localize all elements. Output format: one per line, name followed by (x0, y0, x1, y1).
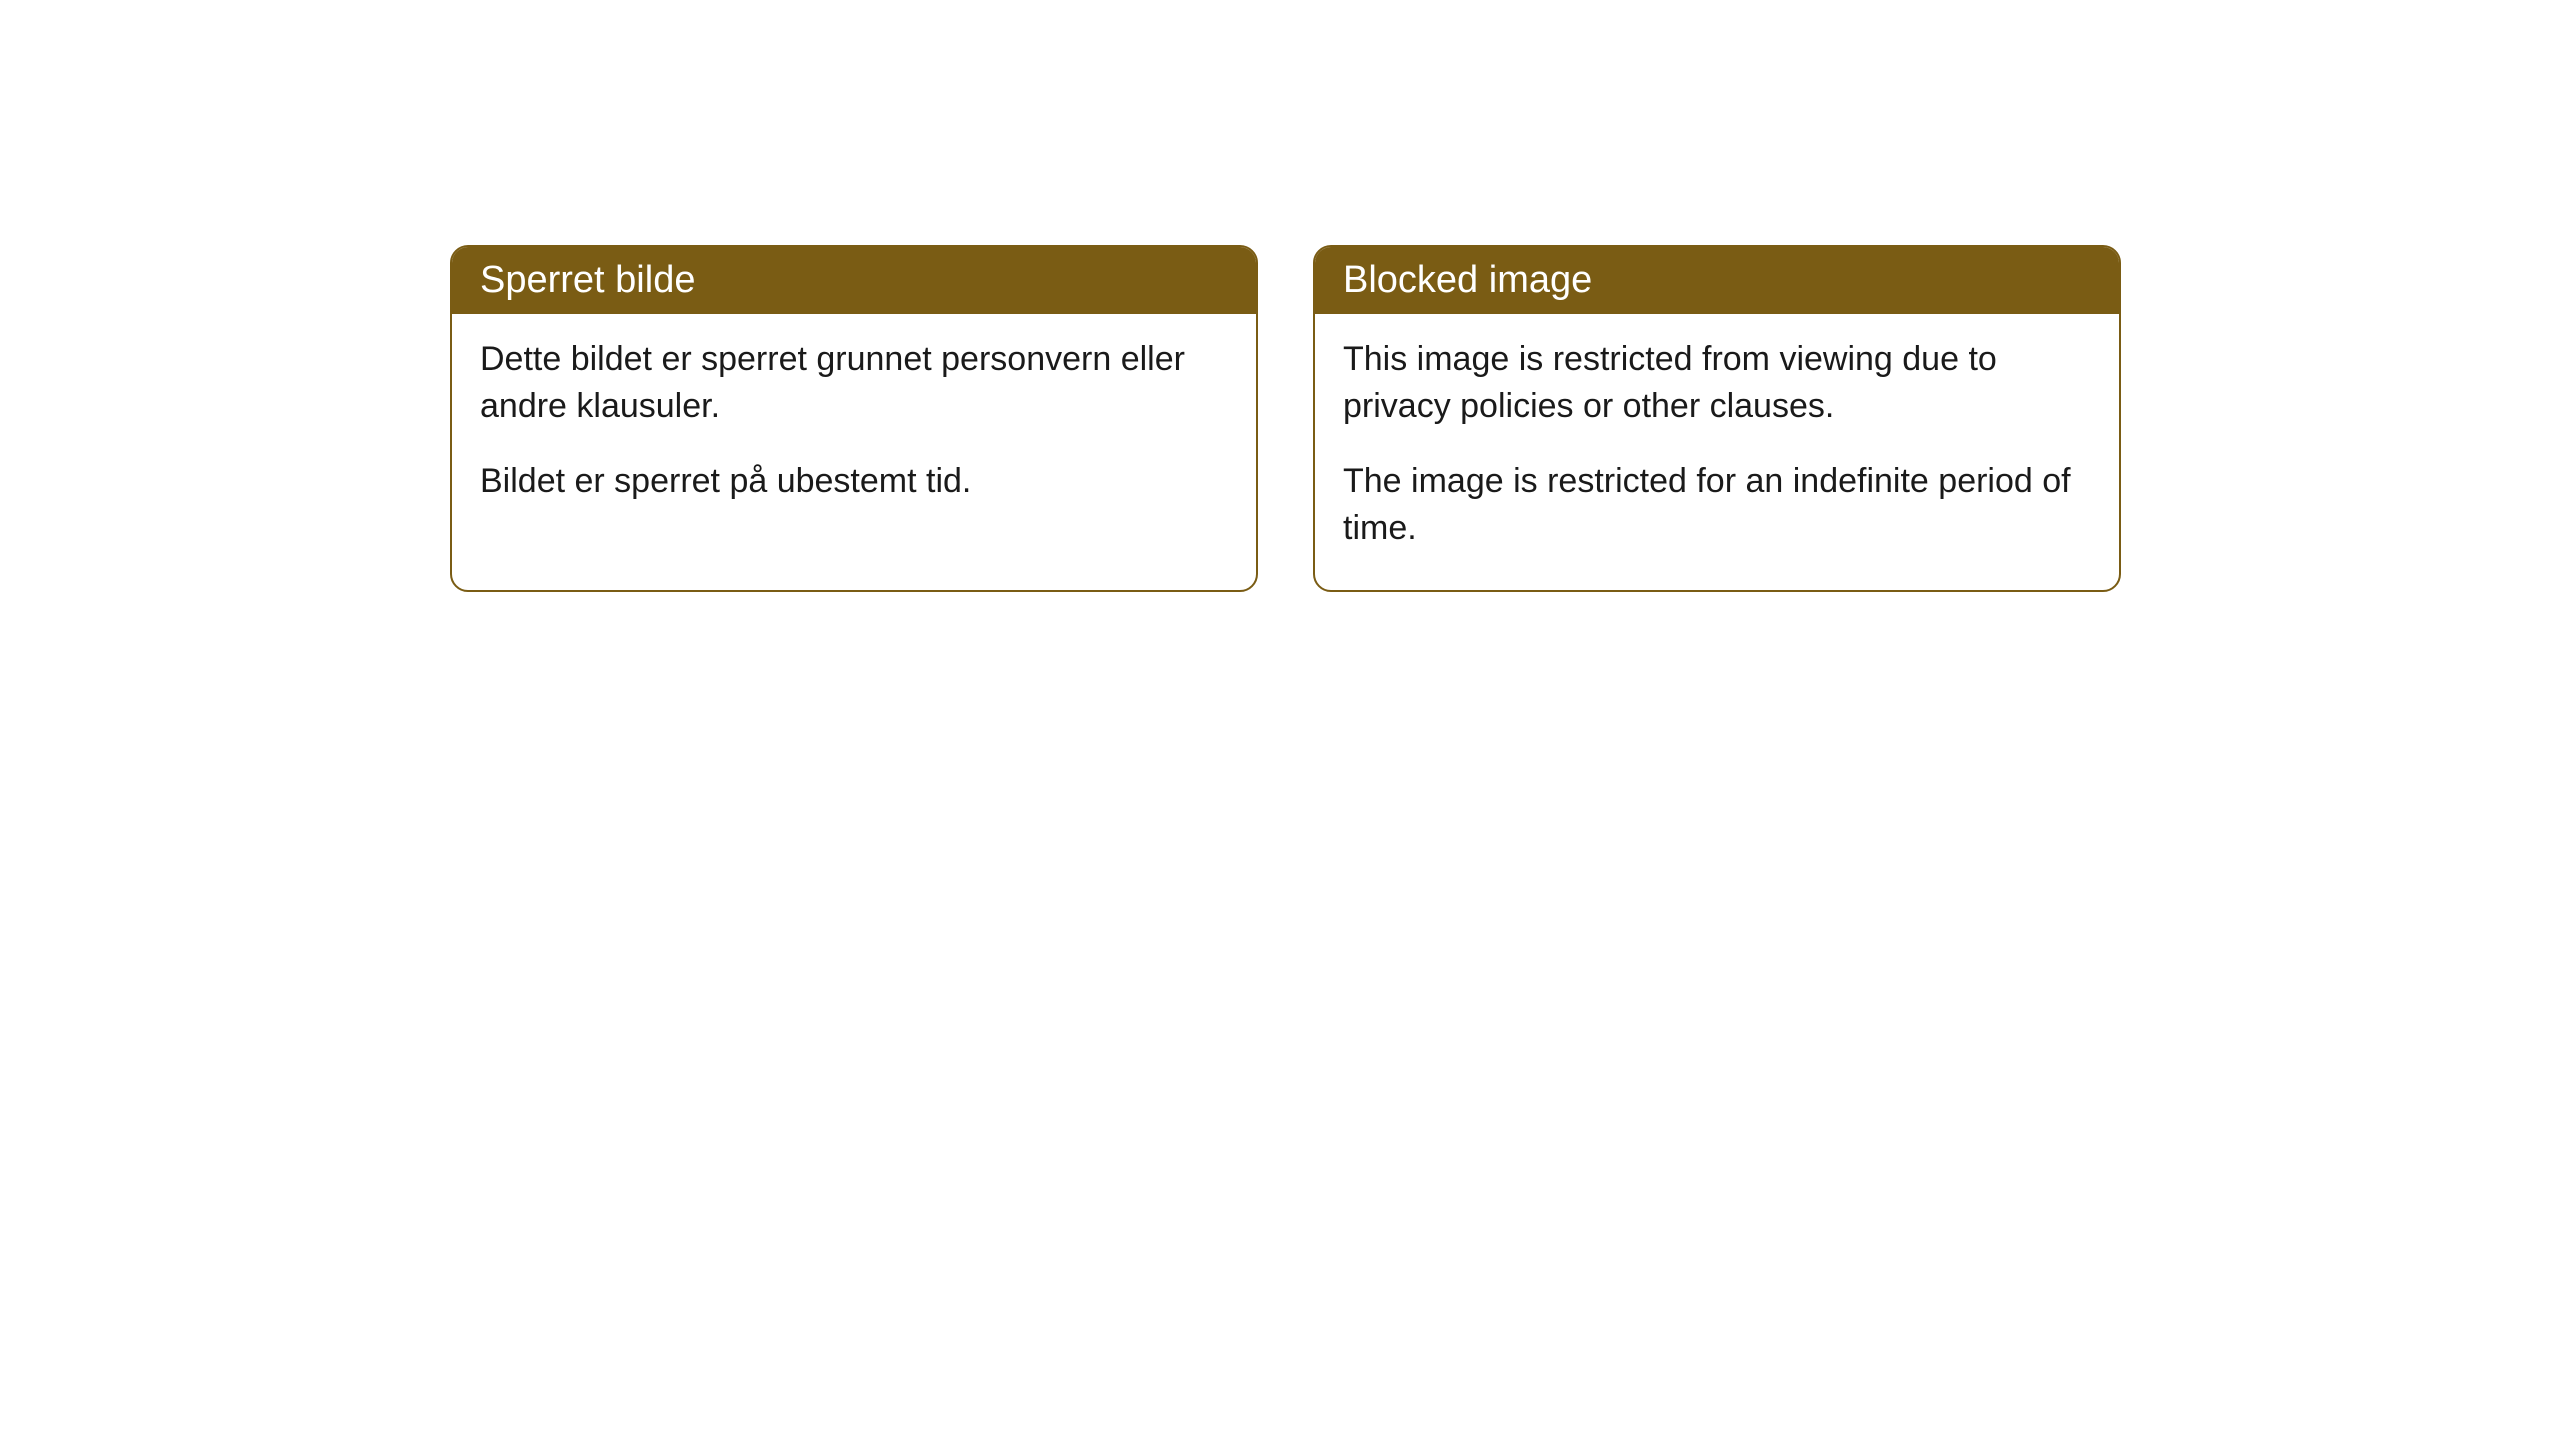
card-title: Blocked image (1343, 259, 1592, 301)
notice-card-english: Blocked image This image is restricted f… (1313, 245, 2121, 592)
notice-container: Sperret bilde Dette bildet er sperret gr… (450, 245, 2121, 592)
notice-text-2: The image is restricted for an indefinit… (1343, 458, 2091, 552)
notice-text-2: Bildet er sperret på ubestemt tid. (480, 458, 1228, 505)
card-title: Sperret bilde (480, 259, 695, 301)
notice-card-norwegian: Sperret bilde Dette bildet er sperret gr… (450, 245, 1258, 592)
card-body: Dette bildet er sperret grunnet personve… (452, 314, 1256, 543)
notice-text-1: This image is restricted from viewing du… (1343, 336, 2091, 430)
notice-text-1: Dette bildet er sperret grunnet personve… (480, 336, 1228, 430)
card-header: Blocked image (1315, 247, 2119, 314)
card-header: Sperret bilde (452, 247, 1256, 314)
card-body: This image is restricted from viewing du… (1315, 314, 2119, 590)
